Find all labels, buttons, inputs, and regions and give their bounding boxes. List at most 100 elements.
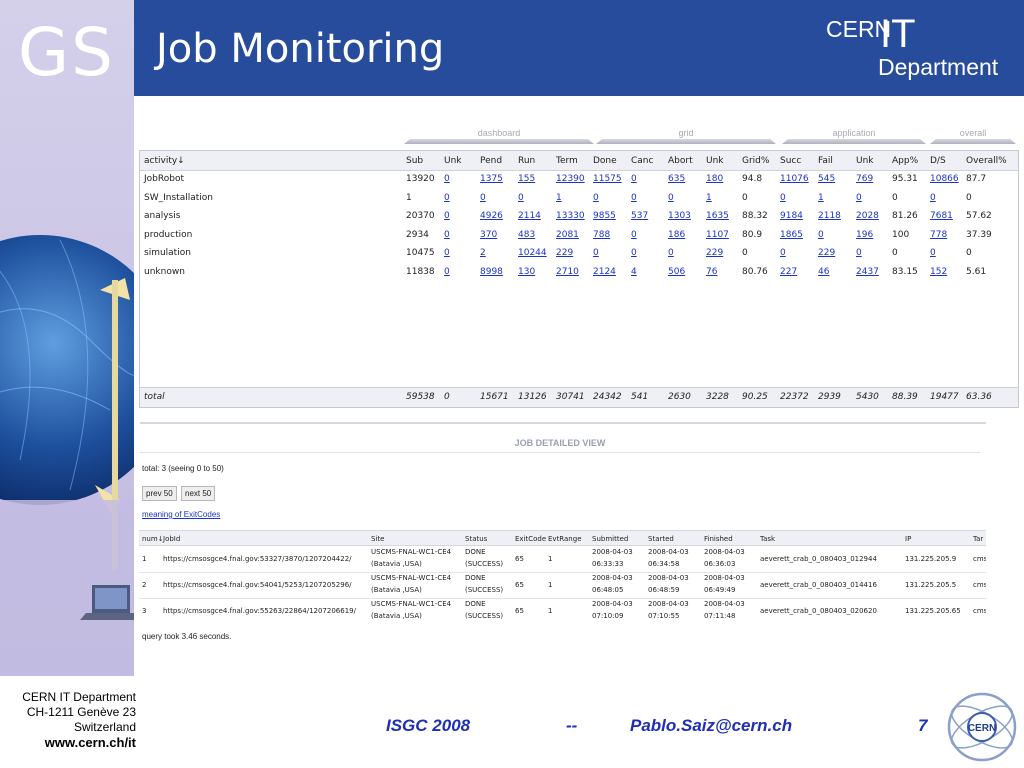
footer-url-link[interactable]: www.cern.ch/it: [44, 735, 136, 750]
job-count-link[interactable]: 130: [518, 266, 536, 277]
job-column-header[interactable]: ExitCode: [515, 535, 547, 543]
job-count-link[interactable]: 1: [818, 192, 824, 203]
job-count-link[interactable]: 4926: [480, 211, 503, 221]
footer-email[interactable]: Pablo.Saiz@cern.ch: [630, 716, 793, 735]
job-count-link[interactable]: 229: [706, 248, 724, 258]
column-header[interactable]: Pend: [480, 156, 503, 166]
job-count-link[interactable]: 0: [668, 248, 674, 258]
job-column-header[interactable]: Tar: [973, 535, 984, 543]
job-count-link[interactable]: 483: [518, 229, 536, 240]
job-column-header[interactable]: EvtRange: [548, 535, 582, 543]
column-header[interactable]: Fail: [818, 156, 833, 166]
job-count-link[interactable]: 1635: [706, 211, 729, 221]
job-count-link[interactable]: 1375: [480, 174, 503, 184]
job-count-link[interactable]: 1: [556, 192, 562, 203]
job-count-link[interactable]: 0: [593, 248, 599, 258]
job-count-link[interactable]: 788: [593, 229, 611, 240]
job-count-link[interactable]: 10244: [518, 248, 547, 258]
exitcodes-link[interactable]: meaning of ExitCodes: [142, 510, 221, 519]
job-count-link[interactable]: 0: [444, 211, 450, 221]
job-count-link[interactable]: 227: [780, 266, 798, 277]
column-header[interactable]: App%: [892, 156, 919, 166]
job-count-link[interactable]: 506: [668, 266, 686, 277]
column-header[interactable]: Unk: [856, 156, 874, 166]
job-count-link[interactable]: 10866: [930, 174, 959, 184]
job-count-link[interactable]: 635: [668, 174, 686, 184]
column-header[interactable]: Run: [518, 156, 536, 166]
job-count-link[interactable]: 0: [480, 192, 486, 203]
job-count-link[interactable]: 0: [593, 192, 599, 203]
job-count-link[interactable]: 2028: [856, 211, 879, 221]
job-count-link[interactable]: 13330: [556, 211, 585, 221]
job-count-link[interactable]: 76: [706, 266, 718, 277]
job-count-link[interactable]: 0: [444, 266, 450, 277]
column-header-activity[interactable]: activity↓: [144, 156, 185, 166]
job-column-header[interactable]: Started: [648, 535, 674, 543]
job-count-link[interactable]: 8998: [480, 266, 503, 277]
job-count-link[interactable]: 545: [818, 174, 836, 184]
column-header[interactable]: Done: [593, 156, 617, 166]
column-header[interactable]: Unk: [444, 156, 462, 166]
job-count-link[interactable]: 0: [444, 229, 450, 240]
job-count-link[interactable]: 196: [856, 229, 874, 240]
job-column-header[interactable]: Task: [760, 535, 776, 543]
job-column-header[interactable]: Site: [371, 535, 385, 543]
column-header[interactable]: Unk: [706, 156, 724, 166]
job-count-link[interactable]: 11575: [593, 174, 622, 184]
job-count-link[interactable]: 778: [930, 229, 948, 240]
job-count-link[interactable]: 370: [480, 229, 498, 240]
job-count-link[interactable]: 537: [631, 211, 649, 221]
job-count-link[interactable]: 1303: [668, 211, 691, 221]
job-column-header[interactable]: Status: [465, 535, 488, 543]
column-header[interactable]: Abort: [668, 156, 693, 166]
job-count-link[interactable]: 186: [668, 229, 686, 240]
job-count-link[interactable]: 0: [780, 248, 786, 258]
job-count-link[interactable]: 0: [668, 192, 674, 203]
column-header[interactable]: D/S: [930, 156, 946, 166]
job-count-link[interactable]: 2: [480, 248, 486, 258]
column-header[interactable]: Sub: [406, 156, 424, 166]
prev-50-button[interactable]: prev 50: [142, 486, 177, 501]
next-50-button[interactable]: next 50: [181, 486, 216, 501]
job-count-link[interactable]: 0: [856, 192, 862, 203]
job-column-header[interactable]: JobId: [163, 535, 181, 543]
job-count-link[interactable]: 0: [780, 192, 786, 203]
job-count-link[interactable]: 9855: [593, 211, 616, 221]
job-count-link[interactable]: 46: [818, 266, 830, 277]
column-header[interactable]: Grid%: [742, 156, 770, 166]
job-count-link[interactable]: 180: [706, 174, 724, 184]
job-count-link[interactable]: 155: [518, 174, 536, 184]
job-count-link[interactable]: 2124: [593, 266, 616, 277]
job-count-link[interactable]: 7681: [930, 211, 953, 221]
job-column-header[interactable]: IP: [905, 535, 912, 543]
job-count-link[interactable]: 0: [631, 192, 637, 203]
job-count-link[interactable]: 12390: [556, 174, 585, 184]
job-count-link[interactable]: 0: [930, 192, 936, 203]
job-count-link[interactable]: 4: [631, 266, 637, 277]
job-count-link[interactable]: 229: [556, 248, 574, 258]
job-count-link[interactable]: 152: [930, 266, 948, 277]
job-count-link[interactable]: 0: [444, 174, 450, 184]
job-count-link[interactable]: 1865: [780, 229, 803, 240]
job-count-link[interactable]: 0: [631, 229, 637, 240]
job-count-link[interactable]: 0: [444, 248, 450, 258]
job-count-link[interactable]: 229: [818, 248, 836, 258]
job-count-link[interactable]: 0: [818, 229, 824, 240]
job-count-link[interactable]: 0: [518, 192, 524, 203]
job-count-link[interactable]: 0: [856, 248, 862, 258]
job-count-link[interactable]: 2437: [856, 266, 879, 277]
job-count-link[interactable]: 0: [631, 174, 637, 184]
job-count-link[interactable]: 2114: [518, 211, 541, 221]
job-count-link[interactable]: 2081: [556, 229, 579, 240]
job-count-link[interactable]: 0: [930, 248, 936, 258]
job-count-link[interactable]: 769: [856, 174, 874, 184]
job-count-link[interactable]: 9184: [780, 211, 803, 221]
job-count-link[interactable]: 1: [706, 192, 712, 203]
column-header[interactable]: Overall%: [966, 156, 1007, 166]
column-header[interactable]: Term: [556, 156, 578, 166]
job-count-link[interactable]: 0: [444, 192, 450, 203]
job-count-link[interactable]: 0: [631, 248, 637, 258]
column-header[interactable]: Canc: [631, 156, 654, 166]
job-column-header[interactable]: Finished: [704, 535, 733, 543]
job-count-link[interactable]: 2710: [556, 266, 579, 277]
